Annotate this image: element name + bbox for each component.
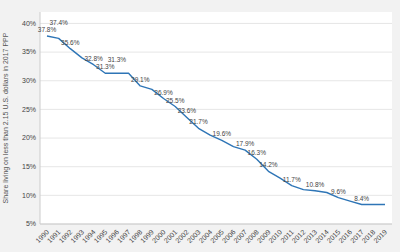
grid [40,23,392,224]
y-axis-title: Share living on less than 2.15 U.S. doll… [2,32,10,203]
background [0,0,400,252]
data-label: 16.3% [248,149,267,156]
y-tick-label: 15% [22,163,36,170]
data-label: 23.6% [178,107,197,114]
data-labels: 37.8%37.4%35.6%32.8%31.3%31.3%29.1%26.9%… [38,19,370,202]
data-label: 14.2% [259,161,278,168]
x-tick-label: 2019 [372,228,388,244]
grid-line [40,52,392,53]
y-tick-label: 5% [26,220,36,227]
data-label: 21.7% [189,118,208,125]
y-tick-label: 10% [22,192,36,199]
y-tick-label: 40% [22,20,36,27]
y-axis-line [40,12,41,224]
data-label: 37.8% [38,26,57,33]
data-label: 35.6% [61,39,80,46]
data-label: 31.3% [96,63,115,70]
data-label: 17.9% [236,140,255,147]
chart: 5%10%15%20%25%30%35%40%19901991199219931… [0,0,400,252]
data-label: 8.4% [354,195,369,202]
data-label: 26.9% [154,89,173,96]
y-tick-label: 30% [22,77,36,84]
grid-line [40,166,392,167]
axes: 5%10%15%20%25%30%35%40%19901991199219931… [22,12,392,244]
data-label: 37.4% [49,19,68,26]
grid-line [40,23,392,24]
data-label: 11.7% [283,176,301,183]
y-tick-label: 20% [22,134,36,141]
data-label: 25.5% [166,97,185,104]
data-label: 10.8% [306,181,325,188]
data-label: 9.6% [331,188,346,195]
grid-line [40,80,392,81]
y-tick-label: 35% [22,48,36,55]
data-label: 32.8% [84,55,103,62]
grid-line [40,195,392,196]
y-tick-label: 25% [22,106,36,113]
data-label: 31.3% [108,56,127,63]
line [47,36,385,204]
data-label: 19.6% [213,130,232,137]
data-label: 29.1% [131,76,150,83]
grid-line [40,109,392,110]
plot-area [40,12,392,224]
x-axis-line [40,224,392,225]
data [47,36,385,204]
grid-line [40,224,392,225]
